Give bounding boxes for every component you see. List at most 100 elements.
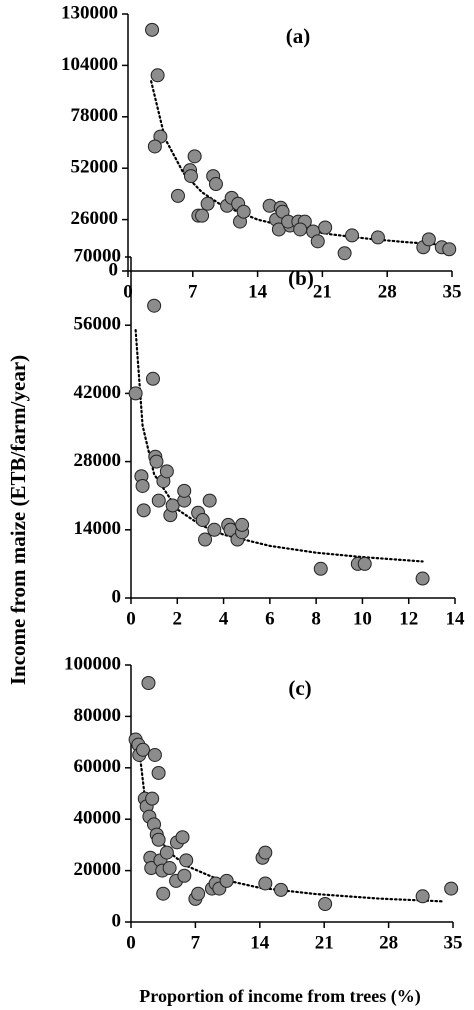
x-tick-label: 14 xyxy=(248,281,268,302)
y-tick-label: 28000 xyxy=(74,450,122,471)
panel-title: (b) xyxy=(288,266,314,290)
x-tick-label: 14 xyxy=(250,932,270,953)
data-point xyxy=(310,234,325,249)
data-point xyxy=(273,882,288,897)
data-point xyxy=(318,220,333,235)
y-axis-label: Income from maize (ETB/farm/year) xyxy=(6,355,30,685)
y-tick-label: 104000 xyxy=(61,54,118,75)
data-point xyxy=(187,149,202,164)
y-tick-label: 52000 xyxy=(71,157,119,178)
x-tick-label: 21 xyxy=(315,932,334,953)
y-tick-label: 60000 xyxy=(74,756,122,777)
panel-title: (a) xyxy=(286,24,311,48)
data-point xyxy=(147,747,162,762)
x-tick-label: 0 xyxy=(126,932,136,953)
data-point xyxy=(145,371,160,386)
y-tick-label: 80000 xyxy=(74,705,122,726)
data-point xyxy=(236,204,251,219)
data-point xyxy=(150,68,165,83)
y-tick-label: 70000 xyxy=(74,245,122,266)
data-point xyxy=(444,881,459,896)
data-point xyxy=(370,230,385,245)
data-point xyxy=(177,483,192,498)
x-tick-label: 6 xyxy=(265,608,275,629)
data-point xyxy=(357,556,372,571)
data-point xyxy=(135,478,150,493)
x-tick-label: 0 xyxy=(123,281,133,302)
y-tick-label: 20000 xyxy=(74,859,122,880)
data-point xyxy=(147,139,162,154)
x-tick-label: 21 xyxy=(313,281,332,302)
data-point xyxy=(207,522,222,537)
x-tick-label: 8 xyxy=(311,608,321,629)
data-point xyxy=(200,196,215,211)
data-point xyxy=(318,897,333,912)
data-point xyxy=(177,868,192,883)
data-point xyxy=(421,232,436,247)
data-point xyxy=(128,386,143,401)
data-point xyxy=(191,886,206,901)
data-point xyxy=(135,742,150,757)
panel-title: (c) xyxy=(288,676,311,700)
data-point xyxy=(313,561,328,576)
y-tick-label: 40000 xyxy=(74,808,122,829)
data-point xyxy=(415,889,430,904)
x-tick-label: 35 xyxy=(444,932,463,953)
y-tick-label: 0 xyxy=(112,586,122,607)
y-tick-label: 78000 xyxy=(71,105,119,126)
data-point xyxy=(179,853,194,868)
x-tick-label: 4 xyxy=(219,608,229,629)
data-point xyxy=(258,845,273,860)
data-point xyxy=(147,298,162,313)
y-tick-label: 130000 xyxy=(61,2,118,23)
data-point xyxy=(170,188,185,203)
data-point xyxy=(337,246,352,261)
data-point xyxy=(136,503,151,518)
data-point xyxy=(198,532,213,547)
data-point xyxy=(156,886,171,901)
x-tick-label: 7 xyxy=(188,281,198,302)
data-point xyxy=(145,791,160,806)
data-point xyxy=(202,493,217,508)
data-point xyxy=(345,228,360,243)
y-tick-label: 0 xyxy=(112,910,122,931)
x-axis-label: Proportion of income from trees (%) xyxy=(139,986,420,1007)
data-point xyxy=(145,22,160,37)
y-tick-label: 26000 xyxy=(71,208,119,229)
data-point xyxy=(159,845,174,860)
data-point xyxy=(195,513,210,528)
x-tick-label: 2 xyxy=(173,608,183,629)
data-point xyxy=(175,830,190,845)
trend-line xyxy=(134,328,424,563)
x-tick-label: 0 xyxy=(126,608,136,629)
data-point xyxy=(151,493,166,508)
data-point xyxy=(141,675,156,690)
data-point xyxy=(442,242,457,257)
data-point xyxy=(235,517,250,532)
y-tick-label: 0 xyxy=(109,259,119,280)
x-tick-label: 10 xyxy=(353,608,372,629)
data-point xyxy=(183,169,198,184)
data-point xyxy=(162,861,177,876)
y-tick-label: 56000 xyxy=(74,314,122,335)
data-point xyxy=(219,873,234,888)
data-point xyxy=(195,208,210,223)
y-tick-label: 14000 xyxy=(74,518,122,539)
x-tick-label: 35 xyxy=(443,281,462,302)
x-tick-label: 12 xyxy=(399,608,418,629)
data-point xyxy=(415,571,430,586)
data-point xyxy=(258,876,273,891)
data-point xyxy=(151,832,166,847)
data-point xyxy=(208,177,223,192)
x-tick-label: 28 xyxy=(379,932,398,953)
data-point xyxy=(293,222,308,237)
x-tick-label: 7 xyxy=(191,932,201,953)
x-tick-label: 14 xyxy=(446,608,466,629)
y-tick-label: 100000 xyxy=(64,653,121,674)
data-point xyxy=(159,464,174,479)
data-point xyxy=(165,498,180,513)
data-point xyxy=(149,454,164,469)
data-point xyxy=(151,765,166,780)
y-tick-label: 42000 xyxy=(74,382,122,403)
